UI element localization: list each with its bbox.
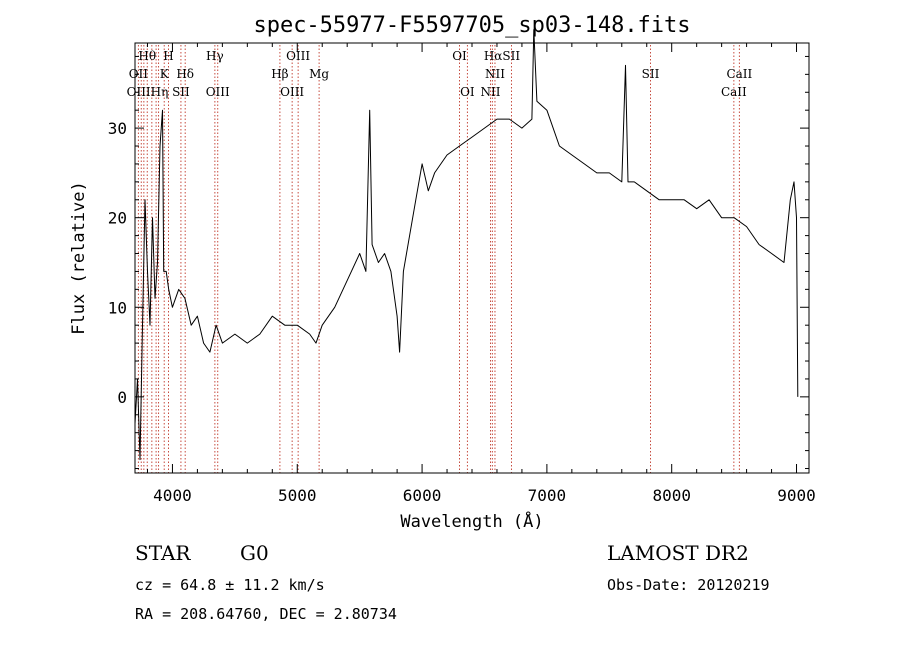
line-marker-label: K xyxy=(160,67,170,81)
line-marker-label: OIIIHη xyxy=(127,85,169,99)
line-marker-label: Hδ xyxy=(176,67,194,81)
line-marker-label: CaII xyxy=(726,67,752,81)
y-tick-label: 10 xyxy=(108,298,127,317)
redshift-readout: cz = 64.8 ± 11.2 km/s xyxy=(135,576,325,594)
spectrum-series xyxy=(134,29,799,461)
line-marker-label: NII xyxy=(480,85,500,99)
x-tick-label: 7000 xyxy=(528,486,567,505)
x-tick-label: 5000 xyxy=(278,486,317,505)
line-marker-label: SII xyxy=(642,67,660,81)
y-axis: 0 10 20 30 xyxy=(108,55,809,470)
x-tick-label: 4000 xyxy=(153,486,192,505)
chart-title: spec-55977-F5597705_sp03-148.fits xyxy=(253,13,690,38)
line-marker-label: OIII xyxy=(286,49,310,63)
line-marker-label: HαSII xyxy=(484,49,521,63)
line-marker-label: SII xyxy=(172,85,190,99)
y-tick-label: 0 xyxy=(117,388,127,407)
y-axis-label: Flux (relative) xyxy=(69,181,89,335)
line-marker-label: OIII xyxy=(206,85,230,99)
line-marker-label: Hθ xyxy=(138,49,156,63)
line-marker-label: Hβ xyxy=(271,67,288,81)
spectrum-line xyxy=(134,29,799,461)
y-tick-label: 30 xyxy=(108,119,127,138)
line-marker-label: CaII xyxy=(721,85,747,99)
x-tick-label: 6000 xyxy=(403,486,442,505)
line-marker-label: Hγ xyxy=(206,49,224,63)
line-marker-label: OI xyxy=(452,49,467,63)
x-tick-label: 9000 xyxy=(777,486,816,505)
object-type: STAR xyxy=(135,541,191,565)
line-marker-label: OI xyxy=(460,85,475,99)
x-tick-label: 8000 xyxy=(652,486,691,505)
line-marker-label: H xyxy=(163,49,173,63)
obs-date: Obs-Date: 20120219 xyxy=(607,576,770,594)
y-tick-label: 20 xyxy=(108,209,127,228)
survey-name: LAMOST DR2 xyxy=(607,541,749,565)
plot-frame xyxy=(134,42,810,474)
x-axis-label: Wavelength (Å) xyxy=(400,510,543,532)
line-marker-label: OIII xyxy=(280,85,304,99)
line-marker-label: Mg xyxy=(309,67,329,81)
x-axis: 4000 5000 6000 7000 8000 9000 xyxy=(146,43,816,505)
coordinates-readout: RA = 208.64760, DEC = 2.80734 xyxy=(135,605,397,623)
line-marker-label: NII xyxy=(485,67,505,81)
object-subclass: G0 xyxy=(240,541,269,565)
